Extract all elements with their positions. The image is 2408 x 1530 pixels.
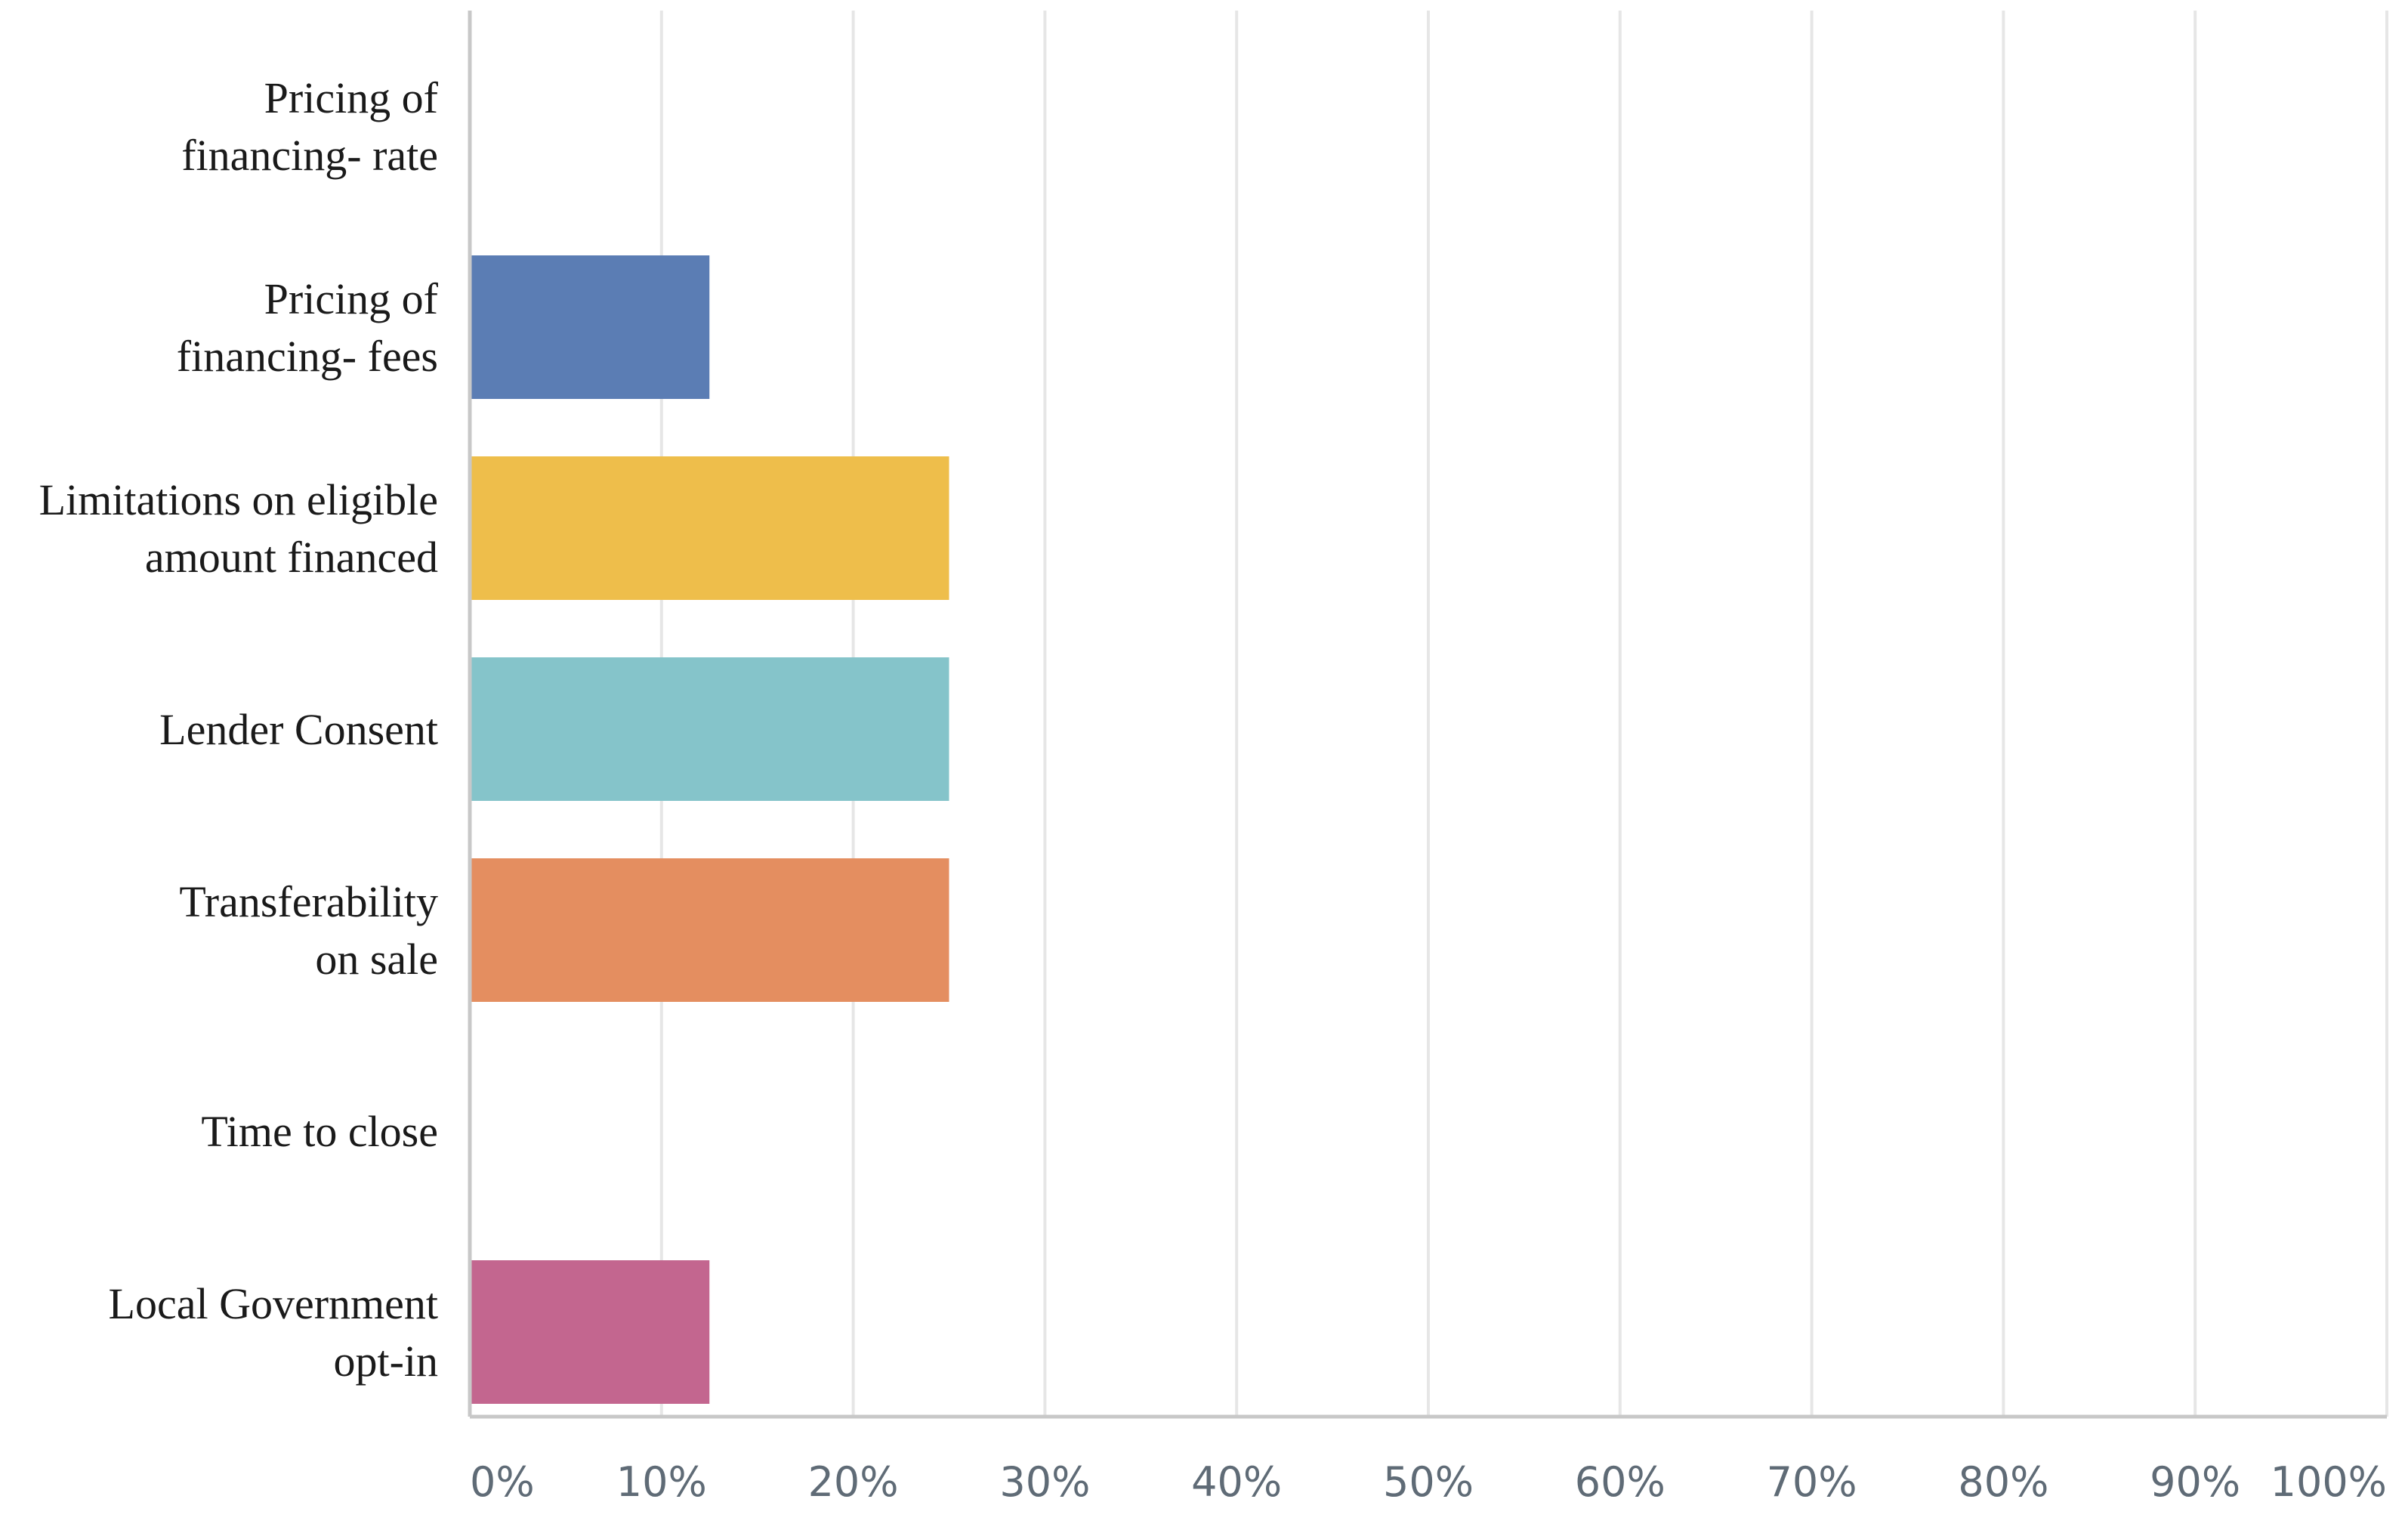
- gridlines: [659, 11, 2388, 1417]
- category-label: Time to close: [201, 1107, 438, 1156]
- category-label: Limitations on eligible amount financed: [39, 475, 438, 582]
- x-tick-label: 90%: [2150, 1458, 2240, 1506]
- x-tick-label: 60%: [1575, 1458, 1666, 1506]
- x-tick-label: 80%: [1958, 1458, 2048, 1506]
- x-tick-label: 70%: [1767, 1458, 1857, 1506]
- x-tick-label: 20%: [808, 1458, 899, 1506]
- bar: [471, 858, 949, 1002]
- x-tick-label: 50%: [1383, 1458, 1474, 1506]
- bar: [471, 657, 949, 801]
- category-label: Transferability on sale: [179, 877, 438, 984]
- x-tick-labels: 0% 10% 20% 30% 40% 50% 60% 70% 80% 90% 100%: [470, 1458, 2387, 1506]
- category-label: Lender Consent: [159, 705, 438, 754]
- bar: [471, 1260, 710, 1404]
- bars: [471, 255, 949, 1404]
- x-tick-label: 10%: [616, 1458, 707, 1506]
- category-labels: Pricing of financing- rate Pricing of finan…: [39, 73, 439, 1386]
- category-label: Pricing of financing- rate: [181, 73, 438, 180]
- bar: [471, 456, 949, 600]
- x-tick-label: 100%: [2271, 1458, 2387, 1506]
- x-tick-label: 40%: [1191, 1458, 1282, 1506]
- category-label: Local Government opt-in: [109, 1279, 438, 1386]
- bar: [471, 255, 710, 399]
- category-label: Pricing of financing- fees: [177, 274, 439, 381]
- x-tick-label: 30%: [999, 1458, 1090, 1506]
- x-tick-label: 0%: [470, 1458, 535, 1506]
